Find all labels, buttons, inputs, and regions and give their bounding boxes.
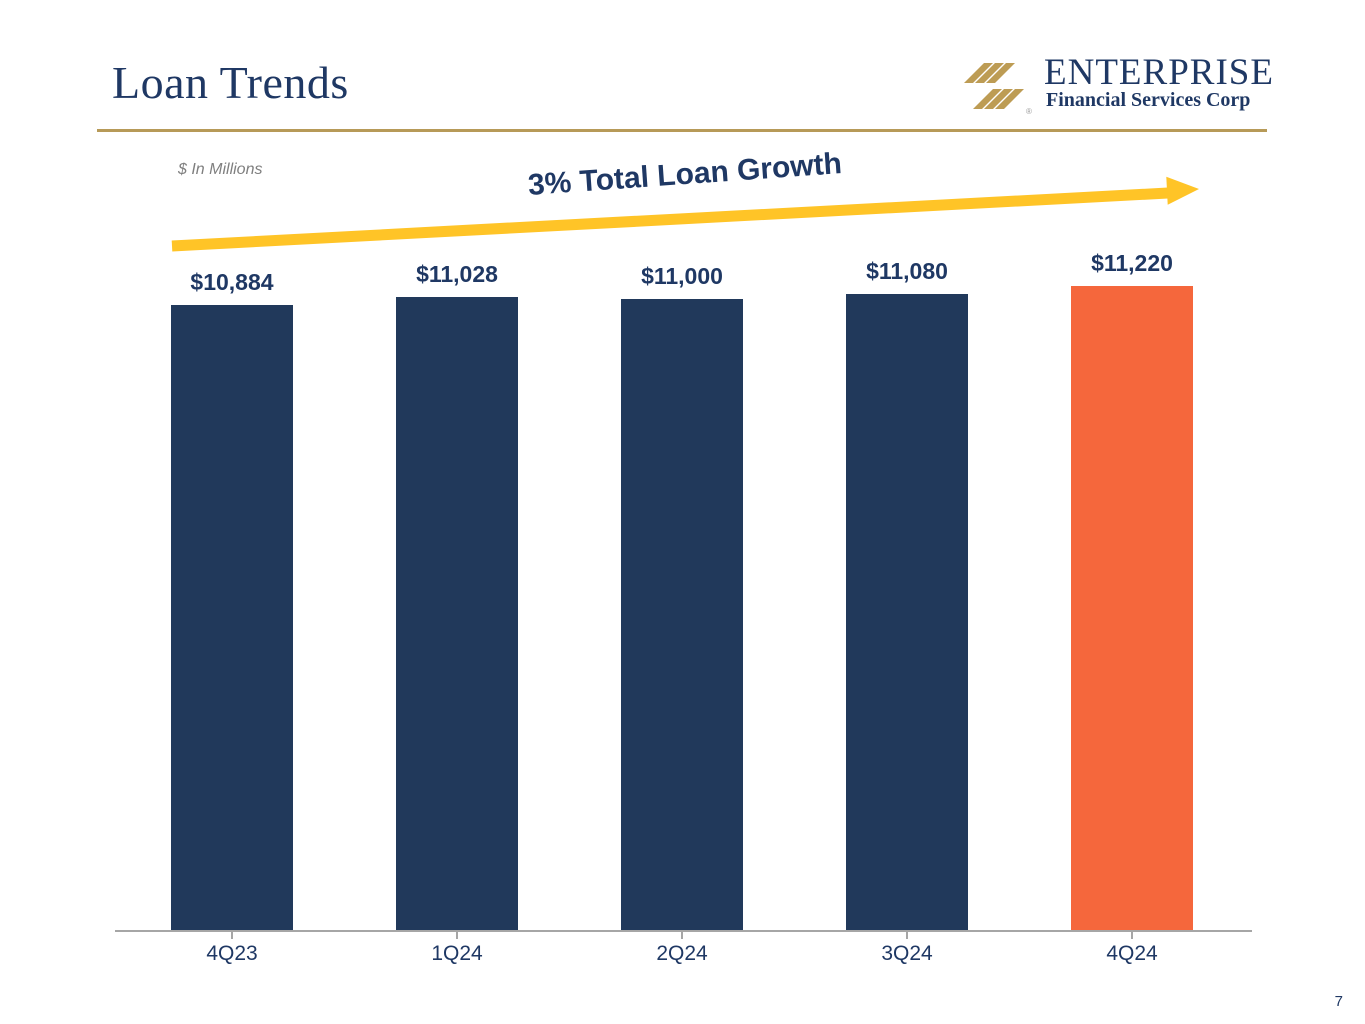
company-logo: ® ENTERPRISE Financial Services Corp — [960, 52, 1273, 121]
bar — [396, 297, 518, 932]
page-title: Loan Trends — [112, 57, 349, 108]
x-axis-tick — [1131, 932, 1133, 939]
bar-column: $10,884 — [171, 269, 293, 932]
bar — [1071, 286, 1193, 932]
x-axis-tick — [456, 932, 458, 939]
page-number: 7 — [1334, 993, 1343, 1010]
x-axis-tick — [231, 932, 233, 939]
registered-mark: ® — [1026, 107, 1032, 116]
x-axis-line — [115, 930, 1252, 932]
logo-tagline: Financial Services Corp — [1046, 89, 1251, 111]
bar — [621, 299, 743, 932]
logo-mark-icon — [964, 63, 1024, 109]
x-axis-label: 2Q24 — [656, 942, 708, 965]
bar — [171, 305, 293, 932]
bar — [846, 294, 968, 932]
bar-column: $11,220 — [1071, 250, 1193, 932]
bar-column: $11,028 — [396, 261, 518, 932]
title-divider — [97, 129, 1267, 132]
bar-value-label: $11,080 — [866, 258, 948, 284]
bar-value-label: $10,884 — [190, 269, 274, 295]
bar-value-label: $11,000 — [641, 263, 723, 289]
logo-name: ENTERPRISE — [1044, 52, 1274, 93]
bar-column: $11,000 — [621, 263, 743, 932]
x-axis-label: 4Q23 — [206, 942, 258, 965]
bar-value-label: $11,028 — [416, 261, 498, 287]
x-axis-label: 3Q24 — [881, 942, 933, 965]
bar-value-label: $11,220 — [1091, 250, 1173, 276]
bar-column: $11,080 — [846, 258, 968, 932]
x-axis-tick — [906, 932, 908, 939]
x-axis-label: 1Q24 — [431, 942, 483, 965]
x-axis-label: 4Q24 — [1106, 942, 1158, 965]
units-note: $ In Millions — [178, 161, 263, 178]
x-axis-tick — [681, 932, 683, 939]
growth-callout: 3% Total Loan Growth — [526, 147, 843, 202]
